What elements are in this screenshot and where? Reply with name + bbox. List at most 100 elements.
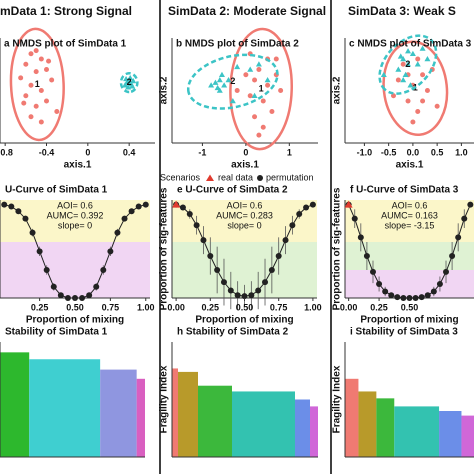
point — [93, 283, 100, 290]
bar — [198, 385, 232, 457]
bar — [100, 369, 137, 457]
x-tick-label: 0.00 — [340, 302, 358, 312]
x-tick-label: 0.25 — [370, 302, 388, 312]
point — [8, 203, 15, 210]
point — [278, 88, 284, 93]
point — [455, 234, 462, 241]
point — [264, 77, 271, 83]
point — [38, 88, 44, 93]
point — [255, 61, 262, 67]
point — [395, 77, 401, 83]
point — [436, 281, 443, 287]
point — [273, 56, 279, 62]
point — [363, 253, 370, 259]
x-tick-label: 0.25 — [202, 302, 220, 312]
point — [49, 77, 55, 83]
point — [467, 201, 474, 208]
point — [126, 80, 133, 86]
point — [207, 253, 214, 259]
point — [400, 61, 406, 67]
x-tick-label: -0.5 — [381, 147, 397, 157]
point — [36, 248, 43, 255]
point — [402, 71, 409, 77]
point — [380, 71, 387, 77]
group-ellipse — [229, 27, 293, 151]
bar — [136, 378, 145, 457]
bar — [358, 391, 377, 457]
point — [430, 288, 437, 295]
point — [376, 281, 383, 287]
point — [390, 93, 396, 99]
real-point — [172, 200, 181, 208]
point — [424, 88, 430, 93]
point — [33, 103, 39, 109]
bar — [29, 359, 101, 457]
point — [248, 292, 255, 299]
region-band — [345, 270, 474, 298]
point — [44, 67, 49, 72]
point — [252, 114, 258, 120]
group-ellipse — [119, 71, 139, 94]
point — [221, 82, 228, 88]
point — [405, 61, 412, 67]
column-heading: SimData 3: Weak S — [348, 4, 456, 18]
point — [407, 82, 414, 88]
point — [252, 77, 258, 83]
x-axis-label: axis.1 — [396, 160, 424, 171]
point — [449, 253, 456, 259]
point — [382, 288, 389, 295]
point — [234, 88, 240, 93]
point — [260, 124, 266, 130]
point — [405, 98, 411, 104]
legend-marker — [257, 175, 263, 181]
point — [64, 295, 71, 301]
point — [309, 201, 316, 208]
point — [208, 82, 215, 88]
point — [123, 75, 130, 82]
x-axis-label: Proportion of mixing — [26, 315, 124, 326]
bar — [376, 398, 395, 457]
x-axis-label: Proportion of mixing — [360, 315, 458, 326]
point — [216, 77, 223, 83]
x-tick-label: 0.00 — [167, 302, 185, 312]
point — [38, 56, 44, 62]
x-tick-label: -0.8 — [0, 147, 13, 157]
point — [251, 92, 258, 98]
point — [412, 295, 419, 301]
point — [275, 253, 282, 259]
annotation: AOI= 0.6 — [392, 200, 428, 210]
group-ellipse — [186, 53, 279, 110]
point — [135, 203, 142, 210]
annotation: AOI= 0.6 — [57, 200, 93, 210]
panel-title: b NMDS plot of SimData 2 — [176, 39, 299, 50]
bar — [0, 352, 30, 457]
bar — [178, 371, 198, 457]
group-label: 1 — [259, 83, 264, 93]
x-tick-label: 1.00 — [304, 302, 322, 312]
point — [400, 295, 407, 301]
point — [268, 267, 275, 273]
group-ellipse — [382, 40, 449, 136]
point — [54, 109, 60, 114]
x-tick-label: -1.0 — [357, 147, 373, 157]
point — [57, 292, 64, 299]
x-tick-label: 0.50 — [236, 302, 254, 312]
annotation: slope= -3.15 — [385, 220, 435, 230]
x-tick-label: 0 — [243, 147, 248, 157]
point — [218, 71, 225, 77]
annotation: AUMC= 0.283 — [216, 210, 273, 220]
x-tick-label: 0.0 — [407, 147, 420, 157]
point — [443, 268, 450, 275]
point — [129, 83, 136, 89]
point — [234, 292, 241, 299]
legend-title: Scenarios — [160, 172, 201, 182]
point — [33, 69, 39, 75]
point — [200, 237, 207, 244]
x-tick-label: 0.50 — [66, 302, 84, 312]
point — [28, 114, 34, 120]
point — [369, 268, 376, 275]
point — [434, 103, 440, 109]
point — [388, 292, 395, 299]
x-tick-label: 0.5 — [431, 147, 444, 157]
group-label: 2 — [127, 77, 132, 87]
